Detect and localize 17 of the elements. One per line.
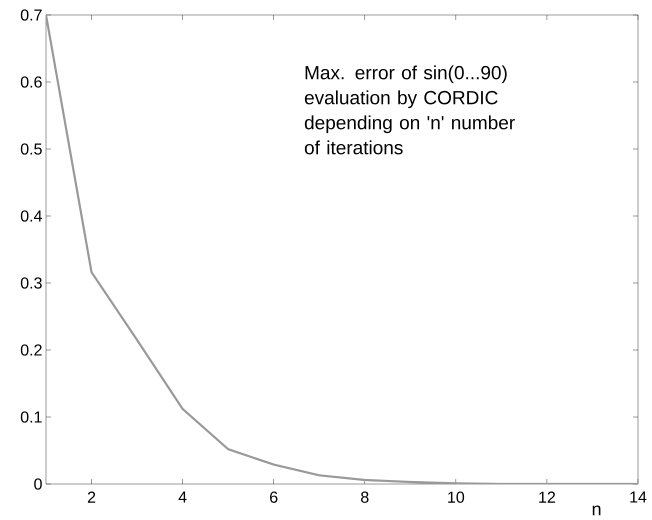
y-tick-label: 0.2 [20, 344, 42, 356]
y-tick-label: 0.6 [20, 76, 42, 88]
x-tick-label: 2 [88, 492, 96, 503]
x-tick-label: 8 [361, 492, 369, 503]
x-tick-label: 10 [448, 492, 464, 503]
x-tick-label: 4 [178, 492, 187, 503]
annotation: Max. error of sin(0...90) evaluation by CORDIC depending on 'n' number of iterations [304, 65, 515, 154]
y-tick-label: 0.3 [20, 277, 42, 289]
x-tick-label: 6 [270, 492, 278, 503]
y-tick-label: 0 [34, 478, 42, 490]
y-tick-label: 0.4 [20, 210, 42, 222]
x-tick-label: 12 [539, 492, 556, 503]
x-axis-title: n [592, 506, 600, 516]
y-tick-label: 0.5 [20, 143, 42, 155]
y-tick-label: 0.1 [20, 411, 42, 423]
x-tick-label: 14 [630, 492, 646, 503]
y-tick-label: 0.7 [20, 9, 42, 21]
